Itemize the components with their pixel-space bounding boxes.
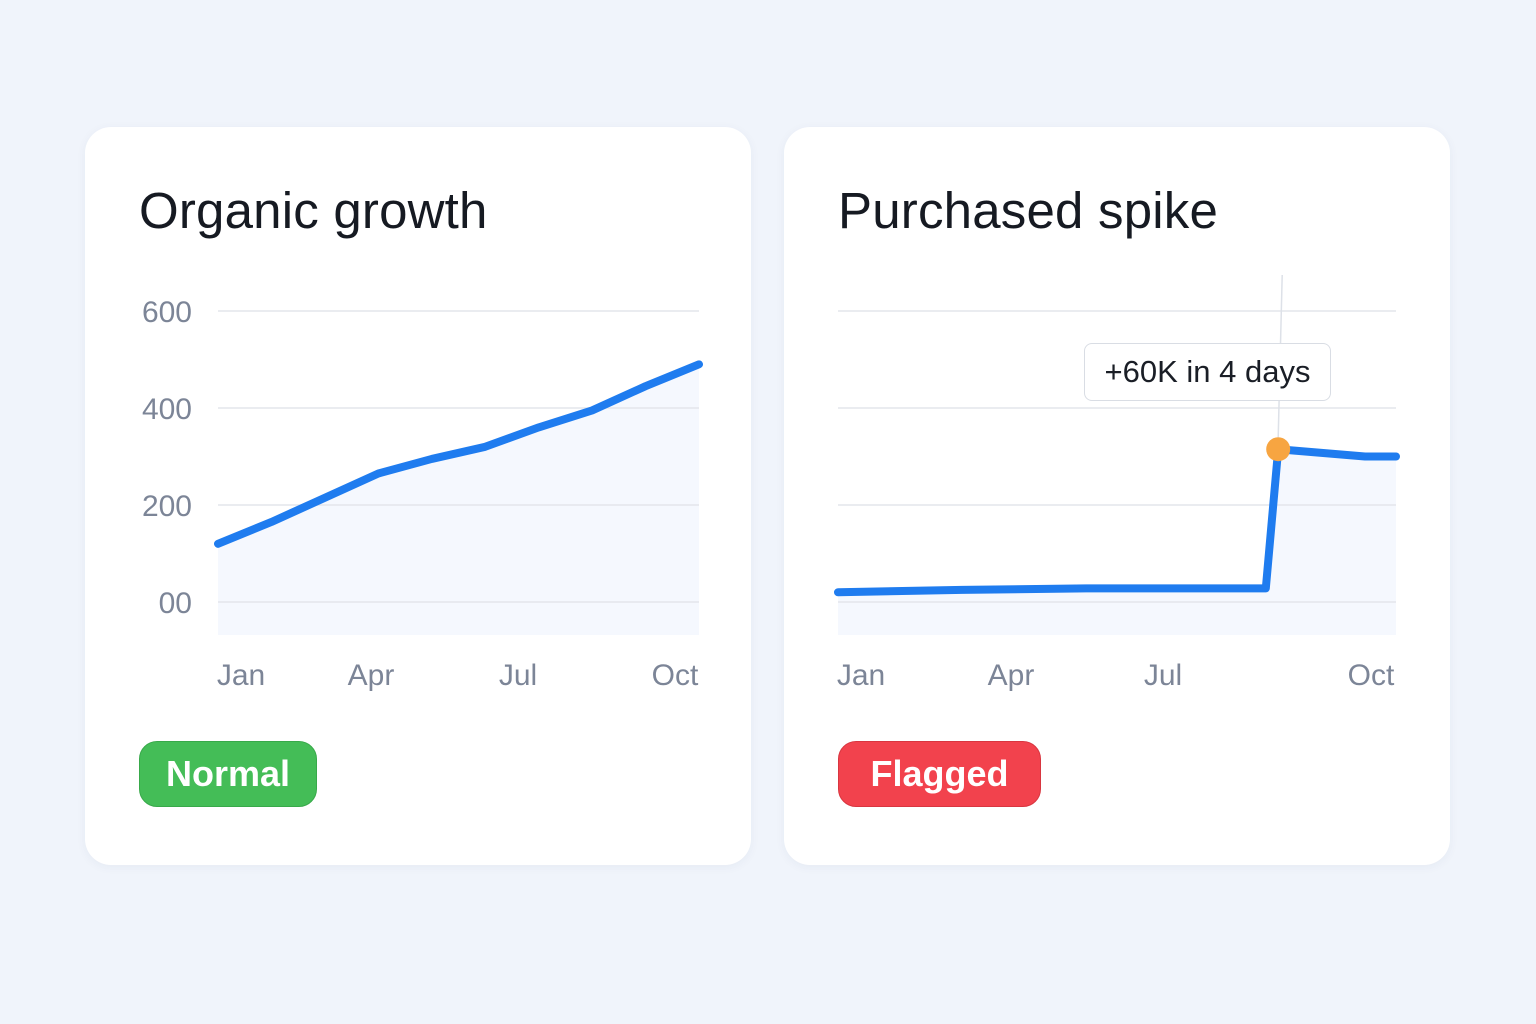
organic-growth-chart: 00 400 200 600 Jan Apr Jul Oct — [142, 296, 703, 692]
x-tick-label: Oct — [652, 659, 699, 692]
status-badge-flagged: Flagged — [838, 741, 1041, 807]
x-tick-label: Jul — [1144, 659, 1182, 692]
chart-title: Purchased spike — [838, 182, 1219, 239]
series-line — [834, 445, 1400, 597]
x-tick-label: Apr — [988, 659, 1035, 692]
spike-callout: +60K in 4 days — [1084, 343, 1331, 401]
purchased-spike-card: Purchased spike Jan Apr Jul Oct +60K in 4 d… — [784, 127, 1450, 865]
x-tick-label: Apr — [348, 659, 395, 692]
x-tick-label: Oct — [1348, 659, 1395, 692]
status-badge-normal: Normal — [139, 741, 317, 807]
chart-title: Organic growth — [139, 182, 488, 239]
x-tick-label: Jul — [499, 659, 537, 692]
purchased-spike-chart: Jan Apr Jul Oct — [834, 274, 1400, 692]
organic-growth-card: Organic growth 00 400 200 600 Jan Apr Jul Oct N… — [85, 127, 751, 865]
x-tick-label: Jan — [837, 659, 885, 692]
y-tick-label: 600 — [142, 296, 192, 329]
area-fill — [838, 449, 1396, 635]
x-tick-label: Jan — [217, 659, 265, 692]
y-tick-label: 200 — [142, 490, 192, 523]
y-tick-label: 00 — [159, 587, 192, 620]
area-fill — [218, 364, 699, 635]
spike-marker — [1266, 437, 1291, 462]
y-tick-label: 400 — [142, 393, 192, 426]
series-line — [214, 360, 703, 548]
